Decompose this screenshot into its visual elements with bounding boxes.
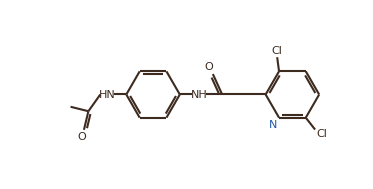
Text: O: O	[204, 62, 213, 72]
Text: N: N	[269, 119, 277, 129]
Text: HN: HN	[98, 90, 115, 99]
Text: Cl: Cl	[316, 129, 327, 139]
Text: Cl: Cl	[272, 46, 283, 56]
Text: O: O	[78, 132, 87, 142]
Text: NH: NH	[191, 90, 207, 99]
